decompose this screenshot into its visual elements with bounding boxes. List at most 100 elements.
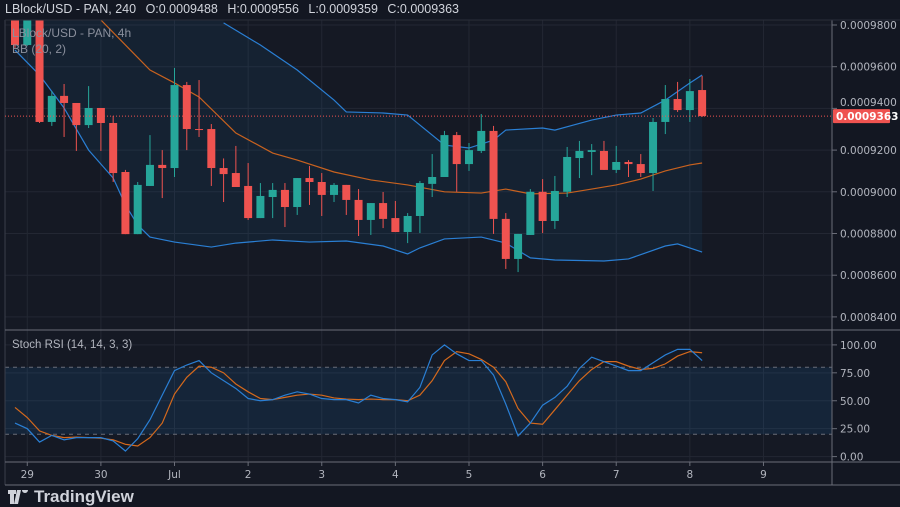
candle-down [231,145,240,188]
candle-body [685,91,694,111]
candle-up [170,67,179,177]
time-tick-label: 2 [245,469,252,481]
time-tick-label: 6 [539,469,546,481]
candle-down [244,163,253,220]
candle-body [464,150,473,165]
candle-down [342,184,351,215]
time-tick-label: 3 [318,469,325,481]
stoch-legend[interactable]: Stoch RSI (14, 14, 3, 3) [12,339,133,351]
stoch-lines [14,344,703,452]
candle-up [256,183,265,219]
candle-down [305,165,314,205]
candle-up [550,175,559,229]
time-tick-label: 5 [466,469,473,481]
candle-body [698,90,707,117]
candle-body [195,129,204,131]
time-tick-label: Jul [167,469,181,481]
candle-down [158,150,167,199]
candle-body [23,20,32,46]
candle-body [60,95,69,103]
candle-up [514,233,523,273]
candle-down [207,124,216,186]
candle-up [587,144,596,176]
candle-body [366,203,375,220]
candle-down [317,173,326,216]
candle-body [612,161,621,170]
candle-down [599,140,608,170]
candle-body [256,195,265,219]
symbol-title[interactable]: LBlock/USD - PAN, 240 [5,2,137,16]
stoch-tick-label: 0.00 [840,452,863,464]
time-tick-label: 9 [760,469,767,481]
last-price-line: 0.0009363 [5,109,898,124]
stoch-k-line [14,344,703,452]
price-tick-label: 0.0009200 [840,145,897,157]
stoch-band-fill [5,367,832,435]
candle-up [526,189,535,235]
candle-body [550,190,559,221]
candle-body [219,168,228,175]
candle-body [440,135,449,177]
candle-down [109,115,118,183]
candle-down [280,183,289,228]
price-tick-label: 0.0009800 [840,20,897,32]
candle-body [649,121,658,174]
candle-down [624,160,633,177]
candle-body [96,107,105,123]
last-price-label: 0.0009363 [836,111,898,123]
candle-down [354,189,363,237]
candle-body [452,135,461,165]
candle-body [599,150,608,170]
candle-down [72,102,81,151]
candle-down [11,20,19,48]
bb-basis-line [100,20,703,195]
candle-down [501,213,510,269]
candle-up [649,117,658,191]
bb-lower-line [14,49,703,262]
time-tick-label: 29 [21,469,34,481]
candle-up [268,183,277,219]
candle-body [121,171,130,235]
candle-down [489,125,498,234]
stoch-tick-label: 25.00 [840,424,870,436]
candle-body [145,164,154,186]
candle-body [636,164,645,174]
candle-up [685,79,694,122]
candle-up [661,85,670,135]
candle-body [182,85,191,130]
main-series-legend[interactable]: LBlock/USD - PAN, 4h [12,26,132,40]
candle-body [624,161,633,165]
candle-body [673,99,682,111]
axes [4,19,900,486]
stoch-d-line [14,350,703,447]
candle-body [305,178,314,183]
time-axis[interactable]: 29 30 Jul 2 3 4 5 6 7 8 9 [21,462,767,481]
candle-body [415,183,424,216]
candle-up [84,86,93,128]
candle-body [514,233,523,259]
candle-down [219,158,228,203]
candle-body [379,203,388,219]
candle-body [354,199,363,220]
ohlc-open: O:0.0009488 [145,2,218,16]
candle-up [330,183,339,203]
price-tick-label: 0.0008800 [840,229,897,241]
candle-body [489,130,498,219]
candle-body [317,182,326,195]
candle-body [244,185,253,219]
candle-up [403,213,412,244]
candle-body [391,218,400,233]
candles [11,20,707,273]
candle-body [109,122,118,174]
price-axis[interactable]: 0.0009800 0.0009600 0.0009400 0.0009200 0.00… [832,20,897,324]
stoch-axis[interactable]: 100.00 75.00 50.00 25.00 0.00 [832,340,877,464]
watermark-text: TradingView [34,487,134,506]
candle-down [636,154,645,177]
candle-down [195,80,204,137]
candle-up [464,143,473,171]
ohlc-high: H:0.0009556 [227,2,299,16]
candle-body [330,184,339,195]
bb-legend[interactable]: BB (20, 2) [12,42,67,56]
candle-down [379,192,388,229]
